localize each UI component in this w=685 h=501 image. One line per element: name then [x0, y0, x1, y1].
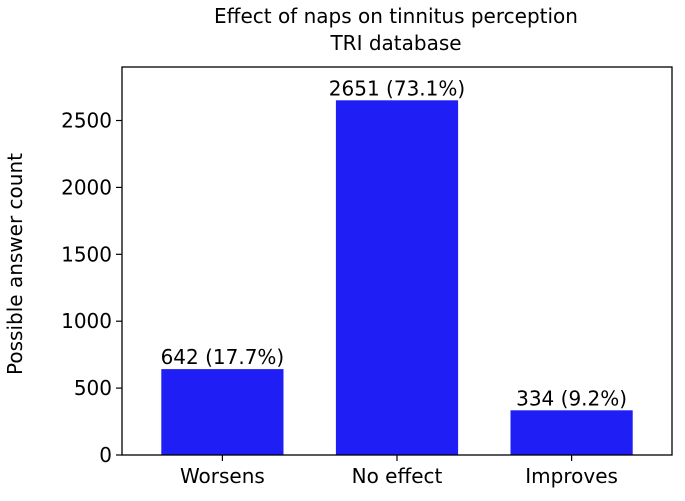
x-tick-label: Improves — [525, 464, 618, 488]
y-tick-label: 500 — [74, 376, 112, 400]
y-axis-label: Possible answer count — [3, 153, 27, 375]
x-tick-label: Worsens — [180, 464, 265, 488]
bar-no-effect — [335, 100, 459, 456]
data-label: 334 (9.2%) — [516, 386, 627, 410]
bar-worsens — [161, 369, 284, 455]
y-tick-label: 2000 — [61, 175, 112, 199]
x-tick-label: No effect — [352, 464, 443, 488]
chart-subtitle: TRI database — [329, 31, 461, 55]
y-tick-label: 1000 — [61, 309, 112, 333]
plot-frame — [121, 66, 673, 456]
bar-improves — [510, 410, 633, 455]
y-tick-label: 1500 — [61, 242, 112, 266]
chart-title: Effect of naps on tinnitus perception — [214, 4, 578, 28]
data-label: 642 (17.7%) — [161, 345, 285, 369]
data-label: 2651 (73.1%) — [329, 76, 465, 100]
plot-area: 642 (17.7%) Worsens 2651 (73.1%) No effect 3… — [61, 66, 673, 488]
y-tick-label: 0 — [99, 443, 112, 467]
y-tick-label: 2500 — [61, 109, 112, 133]
